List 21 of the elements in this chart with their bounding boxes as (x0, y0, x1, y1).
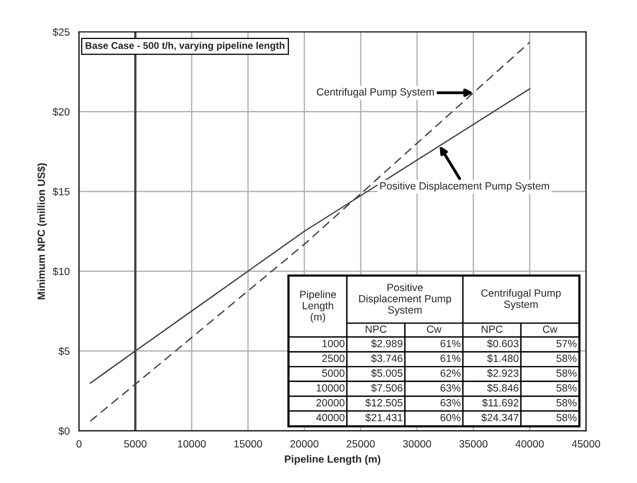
y-tick-label: $10 (52, 267, 70, 276)
y-axis-title: Minimum NPC (million US$) (37, 163, 48, 300)
x-tick-label: 20000 (290, 440, 318, 448)
x-tick-label: 35000 (459, 440, 488, 448)
x-tick-label: 40000 (515, 440, 544, 448)
y-tick-label: $20 (52, 108, 70, 116)
y-tick-label: $5 (58, 347, 70, 356)
x-tick-label: 15000 (234, 440, 262, 448)
x-tick-label: 5000 (124, 440, 147, 448)
x-tick-label: 45000 (572, 440, 600, 448)
annotation: Base Case - 500 t/h, varying pipeline length (86, 42, 284, 51)
x-axis-title: Pipeline Length (m) (284, 455, 380, 465)
y-tick-label: $15 (52, 188, 70, 196)
x-tick-label: 30000 (402, 440, 432, 448)
x-tick-label: 25000 (346, 440, 375, 448)
y-tick-label: $0 (58, 426, 70, 436)
text: Centrifugal Pump System (316, 88, 434, 98)
x-tick-label: 10000 (178, 440, 206, 448)
y-tick-label: $25 (52, 28, 70, 36)
series-label: Positive Displacement Pump System (380, 182, 549, 192)
x-tick-label: 0 (76, 440, 82, 448)
